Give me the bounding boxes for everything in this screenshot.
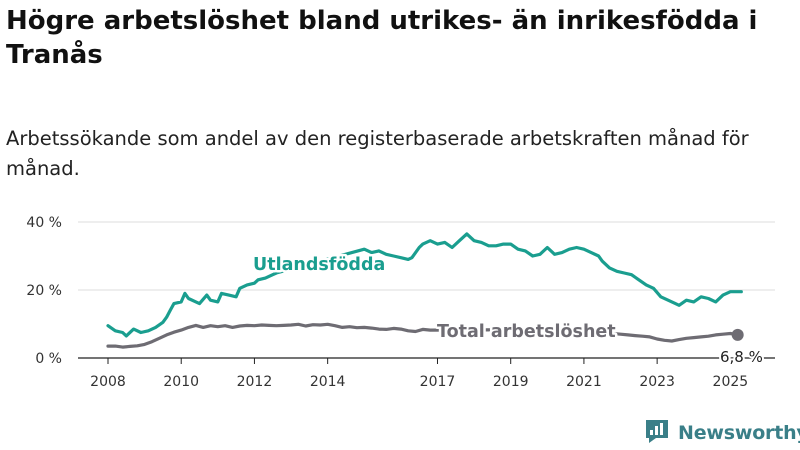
series-label-total: Total arbetslöshet	[437, 322, 616, 342]
x-tick-label: 2019	[493, 374, 529, 390]
gridlines	[78, 221, 775, 359]
x-tick-label: 2021	[566, 374, 602, 390]
end-value-label: 6,8 %	[720, 348, 763, 366]
x-tick-label: 2023	[639, 374, 675, 390]
chart-subtitle: Arbetssökande som andel av den registerb…	[6, 127, 749, 180]
x-tick-label: 2008	[90, 374, 126, 390]
series-line-total	[106, 322, 740, 349]
newsworthy-logo: Newsworthy	[644, 418, 800, 448]
x-axis: 2008 2010 2012 2014 2017 2019 2021 2023 2025	[90, 358, 748, 390]
x-tick-label: 2025	[713, 374, 749, 390]
series-lines	[106, 232, 743, 349]
series-label-foreign: Utlandsfödda	[253, 255, 385, 275]
newsworthy-logo-icon	[644, 418, 670, 448]
y-tick-label: 40 %	[26, 215, 62, 231]
brand-name: Newsworthy	[678, 422, 800, 444]
end-point-marker	[731, 328, 744, 341]
x-tick-label: 2014	[310, 374, 346, 390]
x-tick-label: 2017	[420, 374, 456, 390]
x-tick-label: 2012	[237, 374, 273, 390]
x-tick-label: 2010	[163, 374, 199, 390]
chart-title: Högre arbetslöshet bland utrikes- än inr…	[6, 6, 758, 70]
series-line-foreign	[106, 232, 743, 338]
y-axis: 0 % 20 % 40 %	[26, 215, 62, 367]
y-tick-label: 0 %	[35, 351, 62, 367]
y-tick-label: 20 %	[26, 283, 62, 299]
